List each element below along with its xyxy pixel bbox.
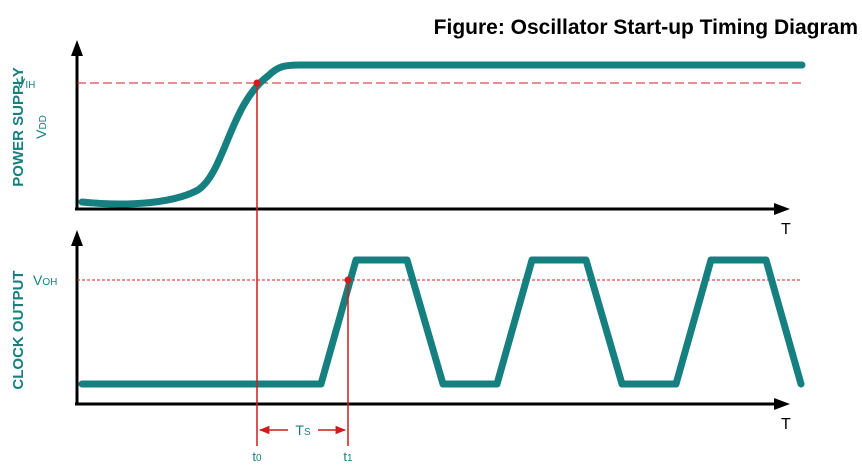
ts-label: TS <box>295 422 311 438</box>
clock-output-label: CLOCK OUTPUT <box>10 270 27 389</box>
top-y-axis-arrow <box>71 40 83 56</box>
t0-label: t0 <box>252 449 262 464</box>
bottom-x-axis-arrow <box>774 398 790 410</box>
vdd-waveform <box>78 61 806 208</box>
top-panel: T VIH POWER SUPPLY VDD <box>10 40 806 238</box>
vdd-label: VDD <box>33 115 49 139</box>
diagram-title: Figure: Oscillator Start-up Timing Diagr… <box>434 16 858 39</box>
power-supply-label: POWER SUPPLY <box>10 67 27 186</box>
top-axis-t-label: T <box>781 221 791 238</box>
bottom-panel: T VOH CLOCK OUTPUT <box>10 230 805 433</box>
timing-markers: TS t0 t1 <box>252 83 353 464</box>
vih-label: VIH <box>16 75 35 91</box>
bottom-axis-t-label: T <box>781 416 791 433</box>
voh-label: VOH <box>33 272 57 288</box>
clock-waveform <box>78 256 805 388</box>
top-x-axis-arrow <box>774 203 790 215</box>
t1-label: t1 <box>343 449 353 464</box>
bottom-y-axis-arrow <box>71 230 83 246</box>
